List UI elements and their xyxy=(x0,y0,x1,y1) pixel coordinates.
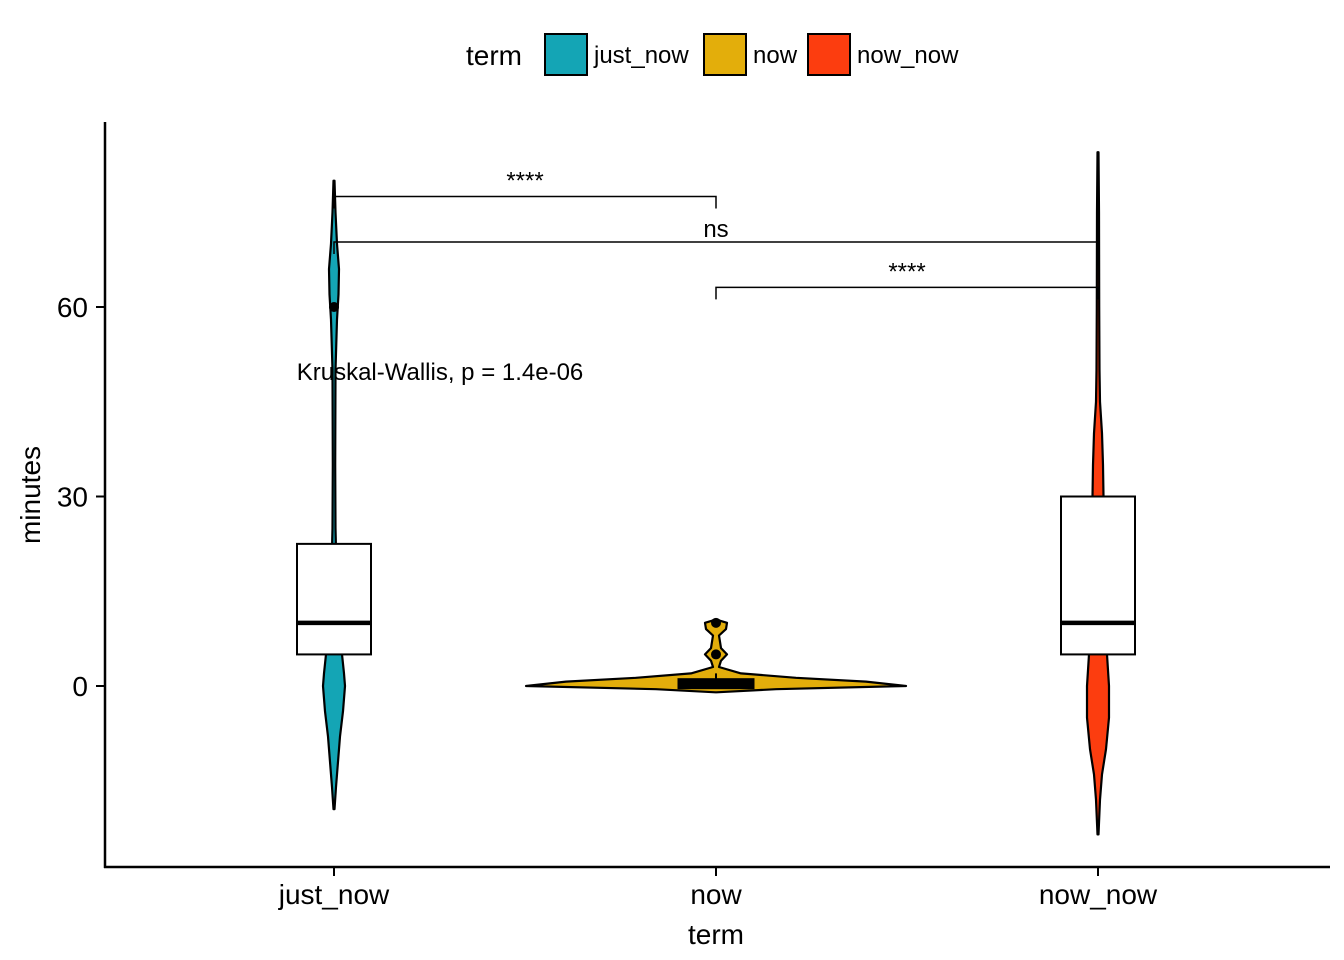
significance-label: ns xyxy=(703,216,728,243)
x-tick-label: now_now xyxy=(1039,879,1158,910)
box-just-now xyxy=(296,542,372,656)
violin-now-now xyxy=(1085,151,1111,836)
significance-label: **** xyxy=(888,258,925,285)
outlier-point-now xyxy=(711,649,721,660)
kruskal-wallis-annotation: Kruskal-Wallis, p = 1.4e-06 xyxy=(297,359,584,386)
legend: term just_now now now_now xyxy=(466,33,959,76)
violin-just-now xyxy=(321,179,347,811)
legend-title: term xyxy=(466,40,522,71)
y-tick-label: 30 xyxy=(57,482,88,513)
legend-key-now xyxy=(703,33,747,76)
bracket-line xyxy=(333,195,717,209)
comparison-bracket: ns xyxy=(333,216,1099,254)
x-tick-label: now xyxy=(690,879,742,910)
outlier-point-just-now xyxy=(329,302,339,312)
legend-label: now_now xyxy=(857,42,959,69)
legend-key-just-now xyxy=(544,33,588,76)
legend-label: now xyxy=(753,42,798,69)
y-axis-title: minutes xyxy=(15,446,46,544)
box-now xyxy=(677,678,755,690)
bracket-line xyxy=(333,241,1099,254)
outlier-point-now xyxy=(711,617,721,628)
comparison-bracket: **** xyxy=(715,258,1099,300)
x-tick-label: just_now xyxy=(278,879,390,910)
bracket-line xyxy=(715,286,1099,300)
plot-area xyxy=(296,151,1136,836)
annotations: Kruskal-Wallis, p = 1.4e-06 **** ns **** xyxy=(297,167,1099,386)
y-tick-label: 60 xyxy=(57,292,88,323)
axes: term minutes 0 30 60 just_now now now_now xyxy=(15,122,1330,950)
legend-label: just_now xyxy=(593,42,689,69)
legend-key-now-now xyxy=(807,33,851,76)
x-axis-title: term xyxy=(688,919,744,950)
y-tick-label: 0 xyxy=(72,671,88,702)
comparison-bracket: **** xyxy=(333,167,717,209)
box-now-now xyxy=(1060,495,1136,656)
significance-label: **** xyxy=(506,167,543,194)
